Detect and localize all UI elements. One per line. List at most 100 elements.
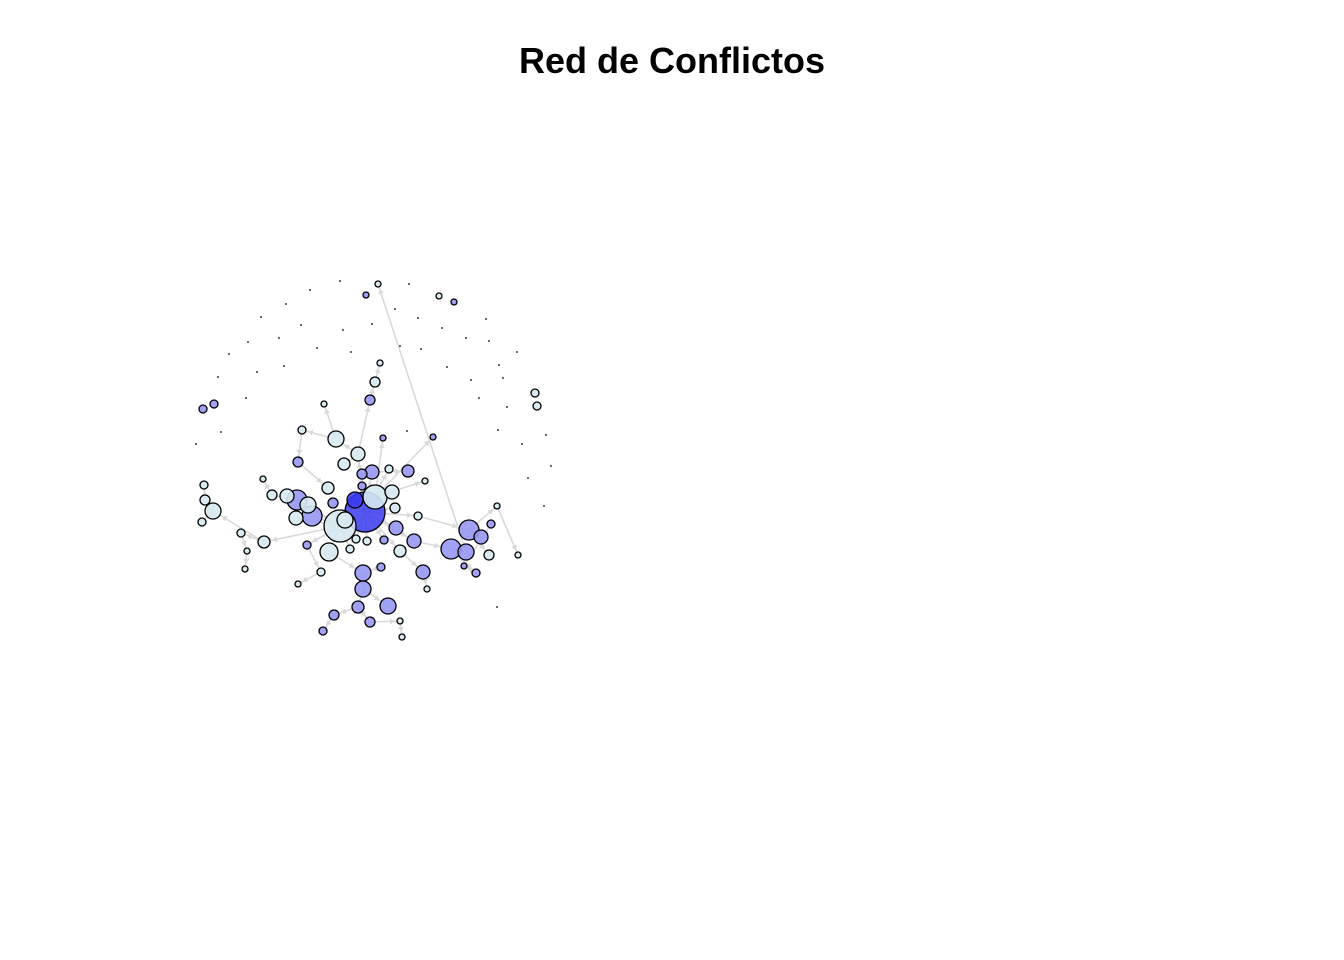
edge-arrow-61: [421, 578, 428, 585]
isolate-dot-21: [516, 351, 518, 353]
isolate-dot-32: [220, 431, 222, 433]
edge-arrow-65: [479, 543, 485, 550]
node-2: [362, 484, 388, 510]
edge-arrow-15: [389, 539, 395, 546]
node-10: [384, 464, 394, 474]
node-76: [514, 551, 522, 559]
node-43: [345, 544, 355, 554]
isolate-dot-31: [506, 406, 508, 408]
isolate-dot-25: [446, 366, 448, 368]
isolate-dot-26: [470, 379, 472, 381]
isolate-dot-39: [543, 505, 545, 507]
edge-arrow-1: [366, 480, 373, 487]
isolate-dot-16: [316, 347, 318, 349]
node-26: [288, 510, 304, 526]
isolate-dot-6: [342, 329, 344, 331]
isolate-dot-10: [441, 327, 443, 329]
node-63: [406, 533, 422, 549]
edge-arrow-50: [302, 576, 309, 583]
edge-arrow-60: [372, 565, 379, 572]
node-62: [413, 511, 423, 521]
isolate-dot-28: [502, 377, 504, 379]
isolate-dot-27: [498, 364, 500, 366]
node-13: [369, 376, 381, 388]
node-35: [241, 565, 249, 573]
node-71: [483, 549, 495, 561]
edge-arrow-51: [348, 562, 355, 568]
edge-arrow-34: [296, 449, 303, 456]
node-54: [396, 617, 404, 625]
edge-arrow-38: [414, 481, 421, 487]
node-27: [279, 488, 295, 504]
edge-arrow-0: [356, 462, 363, 469]
node-59: [351, 534, 361, 544]
isolate-dot-35: [545, 434, 547, 436]
node-48: [354, 580, 372, 598]
isolate-dot-11: [465, 337, 467, 339]
isolate-dot-30: [478, 397, 480, 399]
edge-arrow-73: [451, 522, 458, 529]
edge-arrow-37: [423, 440, 430, 447]
node-31: [327, 497, 339, 509]
node-60: [388, 520, 404, 536]
node-65: [415, 564, 431, 580]
edge-arrow-59: [397, 626, 404, 633]
isolate-dot-33: [195, 443, 197, 445]
isolate-dot-34: [497, 429, 499, 431]
node-23: [357, 481, 367, 491]
node-70: [473, 529, 489, 545]
edge-arrow-71: [378, 288, 384, 295]
node-55: [398, 633, 406, 641]
node-56: [376, 562, 386, 572]
edge-49: [306, 544, 322, 573]
isolate-dot-20: [488, 340, 490, 342]
isolate-dot-12: [485, 318, 487, 320]
node-66: [423, 585, 431, 593]
node-32: [257, 535, 271, 549]
node-5: [350, 446, 366, 462]
node-80: [450, 298, 458, 306]
isolate-dot-40: [496, 606, 498, 608]
isolate-dot-38: [527, 477, 529, 479]
edge-arrow-44: [243, 558, 250, 565]
node-78: [362, 291, 370, 299]
edge-arrow-58: [389, 618, 396, 625]
node-51: [328, 609, 340, 621]
node-3: [346, 491, 364, 509]
isolate-dot-36: [521, 443, 523, 445]
node-12: [364, 394, 376, 406]
node-36: [204, 502, 222, 520]
node-79: [435, 292, 443, 300]
edge-arrow-57: [360, 610, 366, 617]
edge-arrow-29: [364, 406, 371, 413]
plot-title: Red de Conflictos: [518, 40, 826, 81]
node-46: [294, 580, 302, 588]
isolate-dot-2: [408, 283, 410, 285]
node-37: [199, 494, 211, 506]
isolate-dot-7: [371, 323, 373, 325]
isolate-dot-19: [420, 348, 422, 350]
node-19: [297, 425, 307, 435]
node-40: [198, 404, 208, 414]
edge-arrow-55: [340, 608, 347, 615]
edge-71: [377, 283, 467, 553]
node-77: [374, 280, 382, 288]
node-14: [376, 359, 384, 367]
edge-arrow-69: [487, 509, 494, 515]
node-4: [336, 511, 354, 529]
node-33: [236, 528, 246, 538]
isolate-dot-0: [339, 280, 341, 282]
node-7: [337, 457, 351, 471]
isolate-dot-15: [278, 337, 280, 339]
edge-arrow-70: [511, 544, 517, 551]
node-11: [401, 464, 415, 478]
edge-arrow-42: [246, 534, 253, 540]
edge-arrow-39: [394, 468, 401, 475]
edge-arrow-32: [324, 408, 331, 415]
edge-arrow-36: [378, 442, 385, 449]
isolate-dot-8: [394, 308, 396, 310]
edge-arrow-35: [316, 477, 322, 483]
isolate-dot-37: [550, 465, 552, 467]
isolate-dot-18: [399, 345, 401, 347]
